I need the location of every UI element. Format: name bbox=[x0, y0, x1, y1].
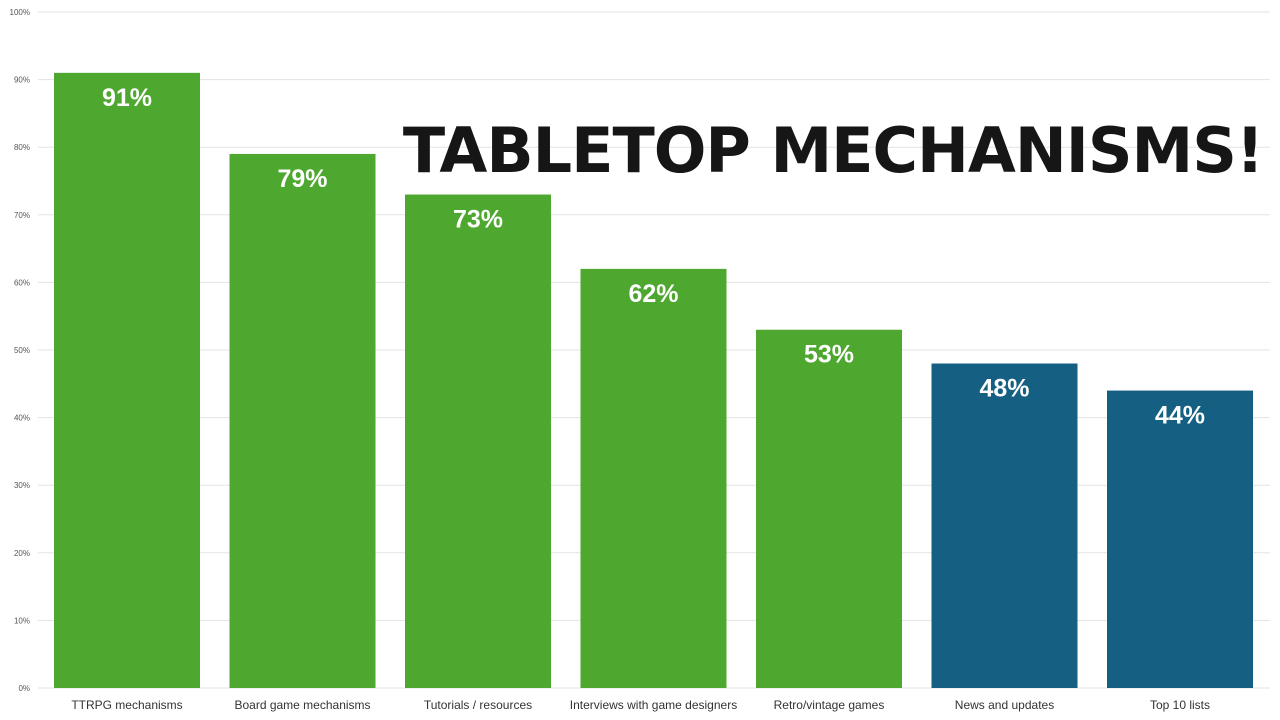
chart-title: TABLETOP MECHANISMS! bbox=[403, 114, 1263, 187]
data-label: 62% bbox=[628, 280, 678, 308]
y-tick-label: 0% bbox=[18, 684, 30, 693]
category-label: News and updates bbox=[955, 698, 1054, 712]
data-label: 91% bbox=[102, 84, 152, 112]
y-tick-label: 40% bbox=[14, 414, 30, 423]
y-tick-label: 20% bbox=[14, 549, 30, 558]
y-tick-label: 80% bbox=[14, 143, 30, 152]
y-tick-label: 50% bbox=[14, 346, 30, 355]
data-label: 44% bbox=[1155, 402, 1205, 430]
data-label: 79% bbox=[277, 165, 327, 193]
category-label: Board game mechanisms bbox=[234, 698, 370, 712]
y-tick-label: 10% bbox=[14, 616, 30, 625]
data-label: 48% bbox=[979, 375, 1029, 403]
category-label: Retro/vintage games bbox=[774, 698, 885, 712]
category-label: TTRPG mechanisms bbox=[71, 698, 182, 712]
y-tick-label: 30% bbox=[14, 481, 30, 490]
bar bbox=[756, 329, 902, 688]
y-tick-label: 60% bbox=[14, 278, 30, 287]
data-label: 73% bbox=[453, 206, 503, 234]
y-tick-label: 100% bbox=[10, 8, 30, 17]
data-label: 53% bbox=[804, 341, 854, 369]
data-labels: 91% 79% 73% 62% 53% 48% 44% bbox=[102, 84, 1205, 430]
y-axis-ticks: 0% 10% 20% 30% 40% 50% 60% 70% 80% 90% 100% bbox=[10, 8, 30, 693]
bar bbox=[405, 194, 551, 688]
bar bbox=[931, 363, 1078, 688]
bars bbox=[54, 72, 1253, 689]
bar bbox=[229, 153, 376, 688]
y-tick-label: 70% bbox=[14, 211, 30, 220]
category-label: Tutorials / resources bbox=[424, 698, 532, 712]
bar bbox=[54, 72, 200, 689]
bar bbox=[580, 268, 727, 688]
category-label: Top 10 lists bbox=[1150, 698, 1210, 712]
bar bbox=[1107, 390, 1253, 688]
category-label: Interviews with game designers bbox=[570, 698, 737, 712]
x-axis-categories: TTRPG mechanisms Board game mechanisms Tut… bbox=[71, 698, 1210, 712]
y-tick-label: 90% bbox=[14, 76, 30, 85]
